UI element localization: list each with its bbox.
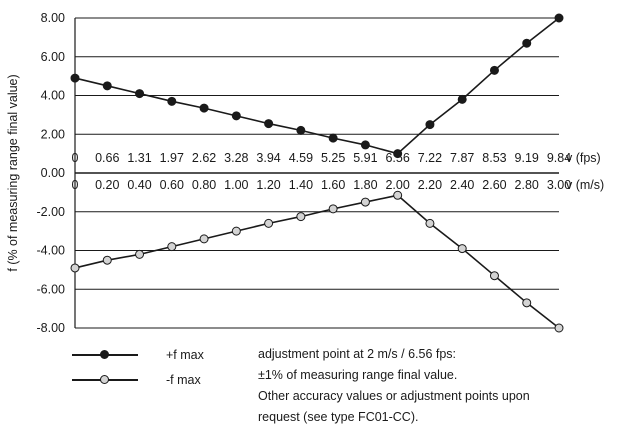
data-point bbox=[70, 73, 80, 83]
data-point bbox=[102, 81, 112, 91]
legend-item-minus: -f max bbox=[72, 373, 201, 387]
y-tick-label: 6.00 bbox=[41, 50, 65, 64]
data-point bbox=[393, 190, 403, 200]
data-point bbox=[328, 204, 338, 214]
x-tick-label: 2.60 bbox=[482, 178, 506, 192]
data-point bbox=[135, 89, 145, 99]
y-tick-label: 4.00 bbox=[41, 89, 65, 103]
x-tick-label: 1.60 bbox=[321, 178, 345, 192]
data-point bbox=[457, 244, 467, 254]
data-point bbox=[554, 13, 564, 23]
data-point bbox=[489, 271, 499, 281]
x-tick-label: 2.80 bbox=[515, 178, 539, 192]
y-tick-label: 0.00 bbox=[41, 166, 65, 180]
x-tick-label: 5.91 bbox=[353, 151, 377, 165]
x-tick-label: 1.20 bbox=[256, 178, 280, 192]
y-tick-label: -4.00 bbox=[37, 244, 66, 258]
data-point bbox=[296, 125, 306, 135]
data-point bbox=[489, 65, 499, 75]
y-tick-label: 2.00 bbox=[41, 127, 65, 141]
data-point bbox=[457, 94, 467, 104]
data-point bbox=[135, 249, 145, 259]
data-point bbox=[328, 133, 338, 143]
x-tick-label: 2.00 bbox=[385, 178, 409, 192]
x-tick-label: 8.53 bbox=[482, 151, 506, 165]
x-tick-label: 1.97 bbox=[160, 151, 184, 165]
x-tick-label: 2.20 bbox=[418, 178, 442, 192]
axis-layer: 8.00 6.00 4.00 2.00 0.00 -2.00 -4.00 -6.00 -8.00… bbox=[37, 11, 605, 335]
y-tick-label: -2.00 bbox=[37, 205, 66, 219]
x-tick-label: 0 bbox=[72, 178, 79, 192]
y-tick-label: -6.00 bbox=[37, 282, 66, 296]
x-tick-label: 9.19 bbox=[515, 151, 539, 165]
x-tick-label: 3.28 bbox=[224, 151, 248, 165]
x-tick-label: 4.59 bbox=[289, 151, 313, 165]
data-point bbox=[167, 242, 177, 252]
series-line bbox=[74, 194, 560, 329]
x-tick-label: 0.66 bbox=[95, 151, 119, 165]
x-tick-label: 1.40 bbox=[289, 178, 313, 192]
data-point bbox=[231, 226, 241, 236]
x-tick-label: 7.22 bbox=[418, 151, 442, 165]
data-point bbox=[264, 218, 274, 228]
grid-layer bbox=[74, 17, 559, 329]
x-tick-label: 0.60 bbox=[160, 178, 184, 192]
x-tick-label: 9.84 bbox=[547, 151, 571, 165]
data-point bbox=[425, 218, 435, 228]
y-tick-label: 8.00 bbox=[41, 11, 65, 25]
legend-plus-symbol bbox=[72, 348, 138, 362]
x-tick-label: 7.87 bbox=[450, 151, 474, 165]
legend-minus-symbol bbox=[72, 373, 138, 387]
x-tick-label: 2.40 bbox=[450, 178, 474, 192]
note-line-3: Other accuracy values or adjustment poin… bbox=[258, 389, 530, 403]
data-point bbox=[70, 263, 80, 273]
data-point bbox=[167, 96, 177, 106]
series-line bbox=[74, 17, 560, 155]
x-tick-label: 1.80 bbox=[353, 178, 377, 192]
x-tick-label: 1.31 bbox=[127, 151, 151, 165]
series-layer bbox=[70, 13, 564, 333]
data-point bbox=[522, 38, 532, 48]
data-point bbox=[231, 111, 241, 121]
data-point bbox=[522, 298, 532, 308]
data-point bbox=[264, 119, 274, 129]
notes: adjustment point at 2 m/s / 6.56 fps: ±1… bbox=[258, 344, 530, 428]
x-tick-label: 0.20 bbox=[95, 178, 119, 192]
data-point bbox=[393, 149, 403, 159]
x-tick-label: 0.80 bbox=[192, 178, 216, 192]
legend-plus-label: +f max bbox=[166, 348, 204, 362]
x-tick-label: 3.00 bbox=[547, 178, 571, 192]
note-line-1: adjustment point at 2 m/s / 6.56 fps: bbox=[258, 347, 457, 361]
y-axis-label: f (% of measuring range final value) bbox=[6, 74, 20, 271]
y-tick-label: -8.00 bbox=[37, 321, 66, 335]
data-point bbox=[296, 212, 306, 222]
legend-item-plus: +f max bbox=[72, 348, 204, 362]
data-point bbox=[360, 197, 370, 207]
data-point bbox=[425, 120, 435, 130]
note-line-4: request (see type FC01-CC). bbox=[258, 410, 419, 424]
data-point bbox=[360, 140, 370, 150]
data-point bbox=[199, 234, 209, 244]
legend-minus-label: -f max bbox=[166, 373, 201, 387]
x-axis-unit-label: v (fps) bbox=[566, 151, 601, 165]
x-tick-label: 5.25 bbox=[321, 151, 345, 165]
x-tick-label: 1.00 bbox=[224, 178, 248, 192]
x-tick-label: 0.40 bbox=[127, 178, 151, 192]
x-axis-unit-label: v (m/s) bbox=[566, 178, 604, 192]
data-point bbox=[199, 103, 209, 113]
data-point bbox=[554, 323, 564, 333]
note-line-2: ±1% of measuring range final value. bbox=[258, 368, 458, 382]
data-point bbox=[102, 255, 112, 265]
x-tick-label: 2.62 bbox=[192, 151, 216, 165]
x-tick-label: 0 bbox=[72, 151, 79, 165]
x-tick-label: 3.94 bbox=[256, 151, 280, 165]
